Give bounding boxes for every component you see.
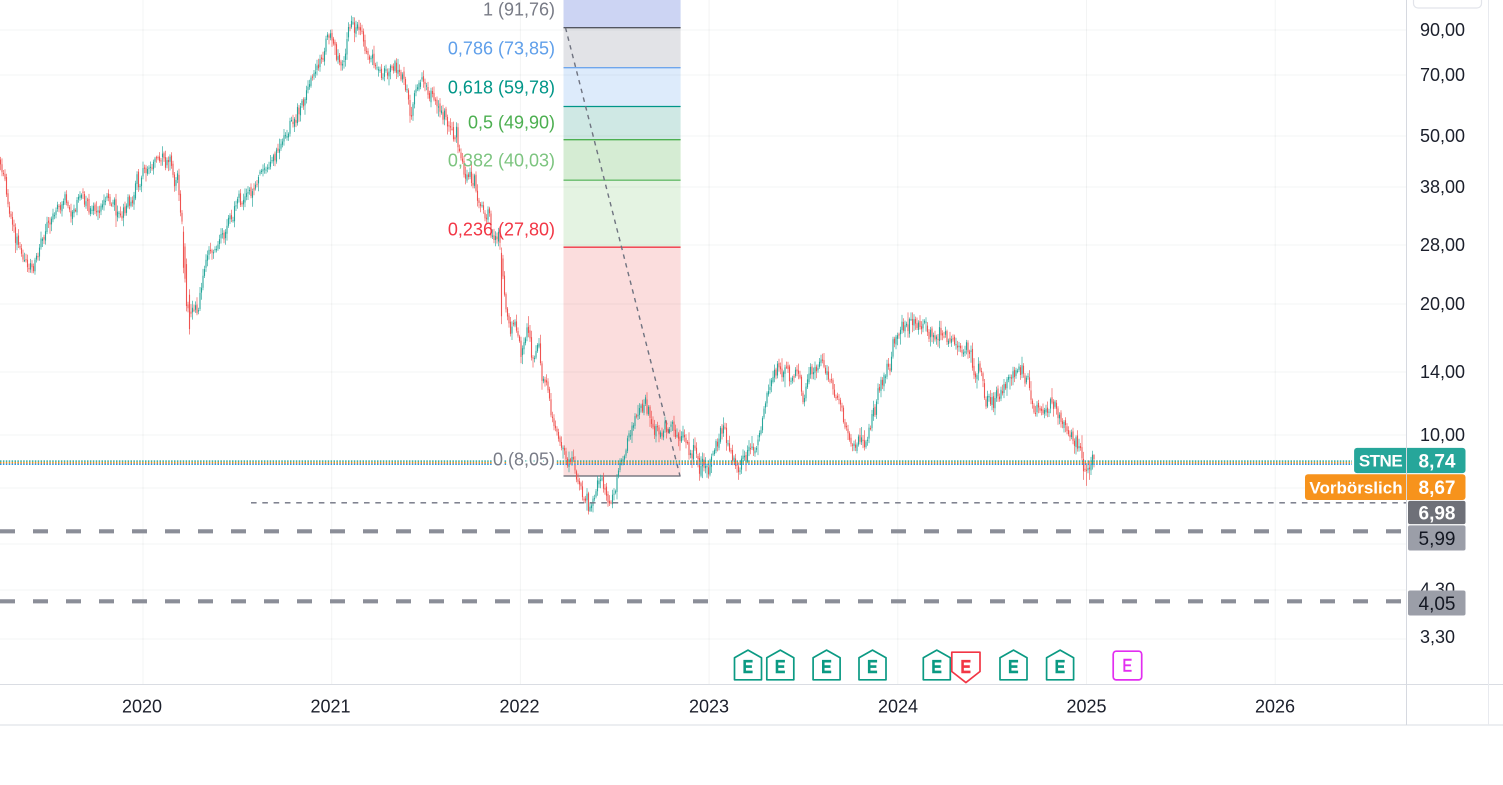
svg-text:2025: 2025: [1066, 697, 1106, 717]
svg-text:0 (8,05): 0 (8,05): [493, 449, 555, 469]
svg-text:1 (91,76): 1 (91,76): [483, 0, 555, 20]
svg-text:0,382 (40,03): 0,382 (40,03): [448, 151, 555, 171]
svg-text:10,00: 10,00: [1420, 425, 1465, 445]
svg-text:90,00: 90,00: [1420, 20, 1465, 40]
svg-text:2023: 2023: [689, 697, 729, 717]
svg-text:5,99: 5,99: [1419, 529, 1456, 550]
svg-text:8,74: 8,74: [1419, 451, 1456, 472]
svg-text:2021: 2021: [310, 697, 350, 717]
svg-text:50,00: 50,00: [1420, 126, 1465, 146]
svg-text:2020: 2020: [122, 697, 162, 717]
svg-text:0,618 (59,78): 0,618 (59,78): [448, 78, 555, 98]
svg-text:Vorbörslich: Vorbörslich: [1309, 478, 1402, 497]
svg-text:2024: 2024: [878, 697, 918, 717]
svg-text:14,00: 14,00: [1420, 362, 1465, 382]
svg-text:0,236 (27,80): 0,236 (27,80): [448, 220, 555, 240]
svg-text:0,5 (49,90): 0,5 (49,90): [468, 113, 555, 133]
svg-text:2026: 2026: [1255, 697, 1295, 717]
svg-text:28,00: 28,00: [1420, 235, 1465, 255]
svg-text:70,00: 70,00: [1420, 65, 1465, 85]
svg-text:STNE: STNE: [1359, 452, 1403, 471]
svg-text:3,30: 3,30: [1420, 627, 1455, 647]
svg-text:4,05: 4,05: [1419, 594, 1456, 615]
svg-text:8,67: 8,67: [1419, 478, 1456, 499]
svg-text:6,98: 6,98: [1419, 503, 1456, 524]
svg-text:0,786 (73,85): 0,786 (73,85): [448, 38, 555, 58]
svg-text:2022: 2022: [499, 697, 539, 717]
svg-text:20,00: 20,00: [1420, 294, 1465, 314]
svg-text:38,00: 38,00: [1420, 177, 1465, 197]
